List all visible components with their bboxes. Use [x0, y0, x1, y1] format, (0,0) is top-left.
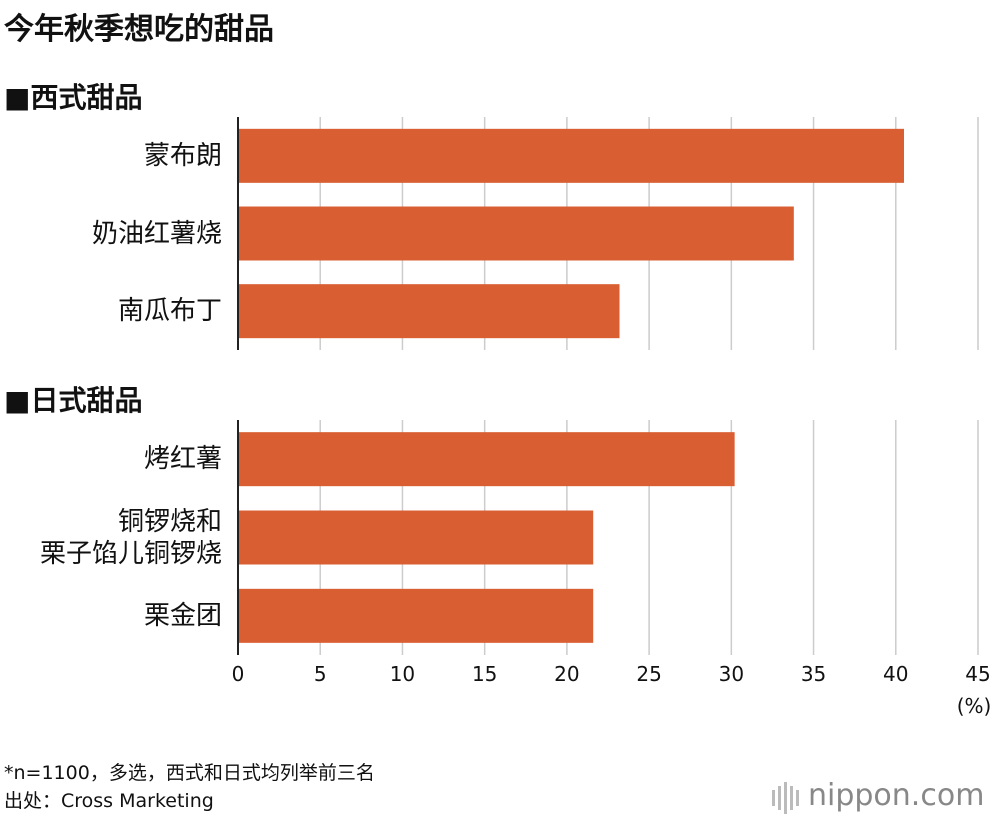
x-tick-label: 25 [636, 662, 661, 686]
logo: nippon.com [808, 778, 985, 813]
section-title: ■日式甜品 [4, 384, 143, 417]
bar [238, 284, 620, 339]
y-tick-label: 南瓜布丁 [117, 296, 222, 327]
x-tick-label: 30 [719, 662, 744, 686]
bar [238, 128, 904, 183]
bar [238, 510, 594, 565]
source: 出处：Cross Marketing [4, 790, 214, 812]
x-tick-label: 20 [554, 662, 579, 686]
x-tick-label: 10 [390, 662, 415, 686]
y-tick-label: 铜锣烧和 栗子馅儿铜锣烧 [39, 506, 222, 569]
x-tick-label: 40 [883, 662, 908, 686]
bar [238, 206, 794, 261]
bar [238, 588, 594, 643]
x-tick-label: 35 [801, 662, 826, 686]
x-tick-label: 5 [314, 662, 327, 686]
footnote: *n=1100，多选，西式和日式均列举前三名 [4, 762, 375, 784]
y-tick-label: 蒙布朗 [143, 140, 222, 171]
x-tick-label: 15 [472, 662, 497, 686]
x-axis-label: (%) [957, 694, 992, 718]
title: 今年秋季想吃的甜品 [4, 12, 274, 47]
y-tick-label: 奶油红薯烧 [91, 218, 222, 249]
bar [238, 432, 735, 487]
logo-icon [772, 782, 799, 814]
y-tick-label: 栗金团 [143, 600, 222, 631]
x-tick-label: 45 [965, 662, 990, 686]
section-title: ■西式甜品 [4, 81, 143, 114]
x-tick-label: 0 [232, 662, 245, 686]
y-tick-label: 烤红薯 [143, 444, 222, 475]
